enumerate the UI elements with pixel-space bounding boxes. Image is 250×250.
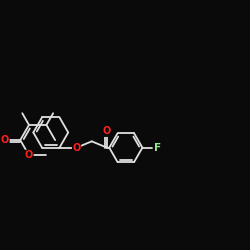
Text: F: F: [154, 143, 161, 153]
Text: O: O: [25, 150, 33, 160]
Text: O: O: [1, 135, 9, 145]
Text: O: O: [103, 126, 111, 136]
Text: O: O: [72, 143, 81, 153]
